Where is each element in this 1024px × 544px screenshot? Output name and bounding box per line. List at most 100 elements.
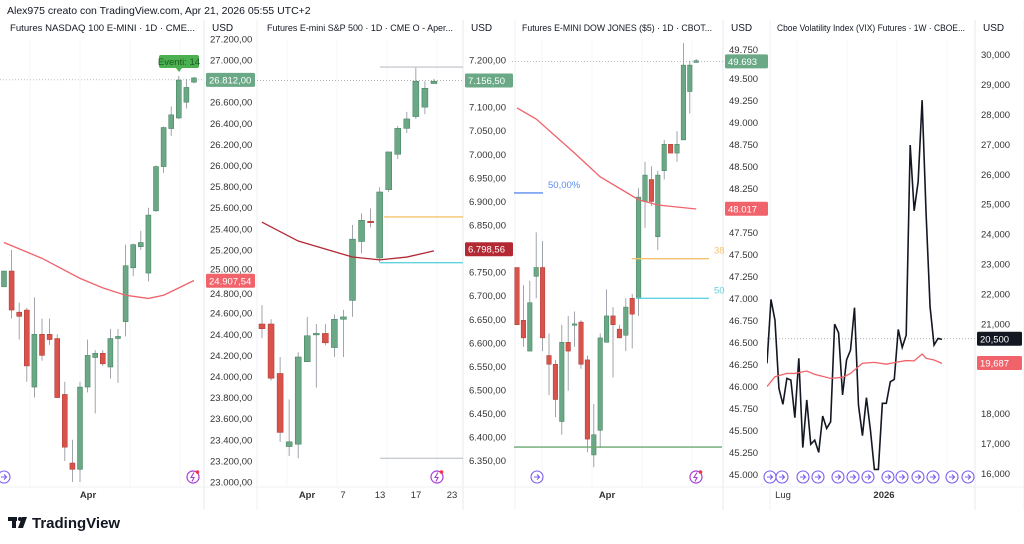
candle [648,166,654,206]
economic-event-icon[interactable] [530,470,544,484]
candle-body-up [376,191,383,259]
candle [145,207,152,282]
candle [84,339,91,393]
candle [610,307,616,378]
arrow-right-icon [930,474,937,480]
candle [8,249,15,319]
price-tick-label: 47.750 [729,228,758,239]
ma-price-badge-bg [206,273,255,288]
candle [680,43,686,141]
chart-panel-3[interactable]: Futures E-MINI DOW JONES ($5) · 1D · CBO… [512,20,771,510]
price-tick-label: 23.600,00 [210,414,252,425]
candle [584,355,590,453]
level-label: 38 [714,246,725,257]
candle-body-up [597,337,603,431]
price-tick-label: 45.750 [729,404,758,415]
date-tick-label: 17 [411,490,422,501]
plot-area[interactable] [257,67,463,459]
economic-event-icon[interactable] [926,470,940,484]
last-price-badge-bg [725,54,768,69]
ma-price-badge: 24.907,54 [206,273,255,288]
economic-event-icon[interactable] [945,470,959,484]
candle [258,305,266,339]
candle-body-up [674,144,680,154]
price-tick-label: 18,000 [981,409,1010,420]
price-tick-label: 24.600,00 [210,309,252,320]
economic-event-icon[interactable] [846,470,860,484]
candle-body-down [520,320,526,339]
lightning-icon[interactable] [186,470,200,484]
candle-body-down [565,342,571,352]
plot-area[interactable] [767,100,975,471]
candle-body-down [276,373,284,433]
candle-body-down [540,267,546,339]
candle-body-up [1,270,7,288]
ma-price-badge: 48.017 [725,201,768,216]
date-tick-label: 23 [447,490,458,501]
date-tick-label: Lug [775,490,791,501]
candle [77,381,83,482]
candle-body-down [69,462,76,470]
economic-event-icon[interactable] [911,470,925,484]
economic-event-icon[interactable] [831,470,845,484]
candle [546,333,552,396]
events-tooltip[interactable]: Eventi: 14 [158,55,200,72]
candle [54,334,60,398]
chart-panel-2[interactable]: Futures E-mini S&P 500 · 1D · CME O - Ap… [257,20,516,510]
candle [313,323,320,388]
economic-event-icon[interactable] [881,470,895,484]
price-tick-label: 26.000,00 [210,161,252,172]
arrow-right-icon [949,474,956,480]
chart-title: Futures NASDAQ 100 E-MINI · 1D · CME... [10,23,195,34]
economic-event-icon[interactable] [811,470,825,484]
price-tick-label: 23,000 [981,260,1010,271]
lightning-icon[interactable] [689,470,703,484]
candle [394,125,401,159]
candle [349,224,356,317]
currency-label: USD [983,23,1004,34]
candle [285,399,293,456]
plot-area[interactable] [512,43,723,468]
candle [130,243,136,277]
economic-event-icon[interactable] [763,470,777,484]
price-tick-label: 23.200,00 [210,456,252,467]
economic-event-icon[interactable] [961,470,975,484]
candle [520,285,526,347]
candle [191,76,197,84]
candle-body-down [584,359,590,440]
ma-price-badge-bg [725,201,768,216]
candle-body-down [367,220,374,223]
candle-body-down [258,323,266,329]
candle [69,439,76,482]
economic-event-icon[interactable] [861,470,875,484]
price-tick-label: 6.350,00 [469,456,506,467]
candle [92,350,98,414]
arrow-right-icon [850,474,857,480]
candle-body-down [546,355,552,365]
candle [168,106,174,136]
price-tick-label: 16,000 [981,469,1010,480]
candle-body-up [145,214,152,274]
price-tick-label: 30,000 [981,50,1010,61]
candle-body-up [191,77,197,83]
last-price-badge-text: 26.812,00 [209,75,251,86]
candle [421,81,429,115]
chart-panel-4[interactable]: Cboe Volatility Index (VIX) Futures · 1W… [763,20,1024,510]
economic-event-icon[interactable] [895,470,909,484]
candle-body-up [107,338,114,368]
candle-body-down [8,270,15,311]
candle [46,318,53,345]
candle [540,241,546,352]
arrow-right-icon [835,474,842,480]
candle-body-up [680,64,686,141]
chart-panel-1[interactable]: Futures NASDAQ 100 E-MINI · 1D · CME... U… [0,20,258,510]
candle [304,316,311,362]
candle-body-down [610,315,616,325]
ma-price-badge-bg [977,356,1022,371]
lightning-icon[interactable] [430,470,444,484]
economic-event-icon[interactable] [0,470,11,484]
economic-event-icon[interactable] [775,470,789,484]
plot-area[interactable] [0,75,204,482]
economic-event-icon[interactable] [796,470,810,484]
moving-average-line [3,241,195,300]
